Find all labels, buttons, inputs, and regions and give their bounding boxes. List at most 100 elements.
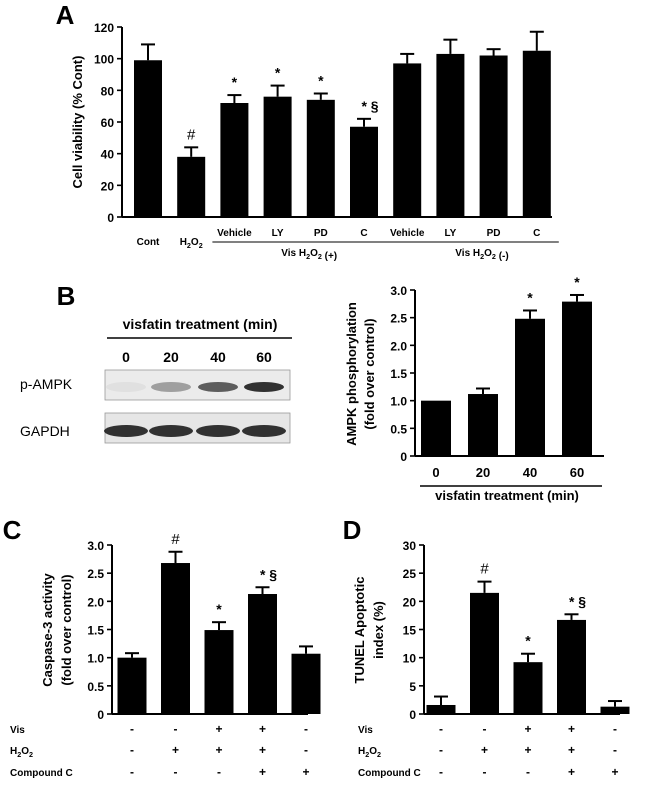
blot-pampk-band [106, 382, 146, 392]
panel-b-bar [562, 301, 592, 456]
panel-c-condition-mark: - [130, 743, 134, 757]
panel-a-category-label: C [360, 228, 367, 239]
blot-gapdh-band [242, 425, 286, 437]
panel-d-condition-label: H2O2 [358, 746, 381, 759]
panel-c-significance-mark: # [171, 531, 180, 548]
panel-a-significance-mark: * § [361, 98, 378, 114]
panel-d-y-tick-label: 0 [409, 708, 416, 722]
panel-a-y-label: Cell viability (% Cont) [70, 56, 85, 189]
blot-pampk-band [151, 382, 191, 392]
panel-c-condition-mark: - [304, 743, 308, 757]
panel-c-condition-mark: + [259, 743, 266, 757]
panel-d-condition-mark: - [526, 765, 530, 779]
panel-d-y-tick-label: 20 [403, 595, 417, 609]
panel-d-condition-mark: - [613, 743, 617, 757]
panel-a-y-tick-label: 0 [107, 211, 114, 225]
panel-a-bar [393, 63, 422, 217]
panel-c-y-tick-label: 0.5 [87, 680, 104, 694]
panel-b-y-tick-label: 0.5 [390, 422, 407, 436]
panel-c-y-tick-label: 3.0 [87, 539, 104, 553]
panel-a-y-tick-label: 120 [94, 21, 114, 35]
panel-c-bar [204, 630, 234, 714]
panel-c-significance-mark: * § [260, 566, 277, 582]
panel-b-category-label: 40 [523, 465, 537, 480]
panel-b-category-label: 0 [432, 465, 439, 480]
panel-c-condition-mark: + [259, 765, 266, 779]
panel-b-bar [515, 318, 545, 456]
panel-d-significance-mark: * [525, 633, 531, 649]
panel-d-y-label-line1: TUNEL Apoptotic [352, 577, 367, 684]
panel-d-condition-mark: - [483, 722, 487, 736]
blot-lane-label: 20 [163, 349, 179, 365]
panel-d-y-tick-label: 10 [403, 652, 417, 666]
panel-c-y-label-line2: (fold over control) [59, 574, 74, 685]
panel-c-y-tick-label: 1.0 [87, 652, 104, 666]
panel-a-category-label: Cont [137, 237, 160, 248]
panel-b-y-tick-label: 1.5 [390, 367, 407, 381]
panel-c-y-tick-label: 2.0 [87, 595, 104, 609]
panel-a-category-label: C [533, 228, 540, 239]
panel-d-condition-mark: + [568, 743, 575, 757]
panel-a-y-tick-label: 60 [101, 116, 115, 130]
panel-d-condition-mark: + [611, 765, 618, 779]
panel-b-y-label-line2: (fold over control) [362, 318, 377, 429]
panel-letter-c: C [3, 515, 22, 545]
panel-d-condition-mark: + [524, 722, 531, 736]
panel-a-y-tick-label: 40 [101, 148, 115, 162]
panel-c-condition-mark: + [215, 743, 222, 757]
panel-a-bar [220, 103, 249, 217]
panel-c-condition-mark: + [259, 722, 266, 736]
panel-d-condition-mark: + [524, 743, 531, 757]
panel-a-category-label: PD [487, 228, 501, 239]
blot-lane-label: 0 [122, 349, 130, 365]
panel-d-condition-mark: - [483, 765, 487, 779]
panel-a-category-label: LY [272, 228, 284, 239]
panel-a-category-label: H2O2 [180, 237, 203, 250]
panel-c-condition-mark: - [130, 722, 134, 736]
panel-d-condition-mark: - [613, 722, 617, 736]
blot-gapdh-band [196, 425, 240, 437]
panel-c-condition-label: H2O2 [10, 746, 33, 759]
panel-c-condition-label: Compound C [10, 768, 73, 779]
panel-d-significance-mark: # [480, 561, 489, 578]
panel-d-y-label-line2: index (%) [371, 601, 386, 659]
blot-row-label-pampk: p-AMPK [20, 376, 73, 392]
panel-c-y-tick-label: 0 [97, 708, 104, 722]
panel-a-bar [134, 60, 162, 217]
panel-d-y-tick-label: 15 [403, 624, 417, 638]
panel-c-condition-mark: - [174, 722, 178, 736]
panel-d-y-tick-label: 25 [403, 567, 417, 581]
panel-d-condition-mark: + [568, 722, 575, 736]
panel-c-condition-label: Vis [10, 725, 25, 736]
panel-b-significance-mark: * [527, 289, 533, 305]
panel-c-condition-mark: - [304, 722, 308, 736]
blot-gapdh-band [149, 425, 193, 437]
panel-letter-b: B [57, 281, 76, 311]
panel-c-bar [248, 594, 277, 714]
panel-c-bar [291, 653, 321, 714]
panel-a-bar [522, 50, 551, 217]
panel-d-bar [600, 706, 630, 714]
panel-d-y-tick-label: 30 [403, 539, 417, 553]
panel-b-y-label-line1: AMPK phosphorylation [344, 302, 359, 446]
panel-a-bar [479, 55, 508, 217]
blot-row-label-gapdh: GAPDH [20, 423, 70, 439]
panel-a-y-tick-label: 100 [94, 53, 114, 67]
panel-a-category-label: PD [314, 228, 328, 239]
panel-a-significance-mark: # [187, 126, 196, 143]
panel-d-y-tick-label: 5 [409, 680, 416, 694]
panel-d-bar [470, 592, 499, 714]
panel-a-category-label: Vehicle [390, 228, 425, 239]
panel-b-bar [468, 394, 498, 456]
panel-c-bar [117, 657, 147, 714]
panel-b-y-tick-label: 1.0 [390, 395, 407, 409]
panel-b-category-label: 20 [476, 465, 490, 480]
blot-pampk-band [244, 382, 284, 392]
panel-a-significance-mark: * [318, 73, 324, 89]
panel-d-condition-mark: + [481, 743, 488, 757]
panel-b-significance-mark: * [574, 274, 580, 290]
panel-a-y-tick-label: 80 [101, 84, 115, 98]
panel-d-bar [513, 662, 543, 714]
panel-a-category-label: LY [444, 228, 456, 239]
panel-c-y-label-line1: Caspase-3 activity [40, 573, 55, 687]
